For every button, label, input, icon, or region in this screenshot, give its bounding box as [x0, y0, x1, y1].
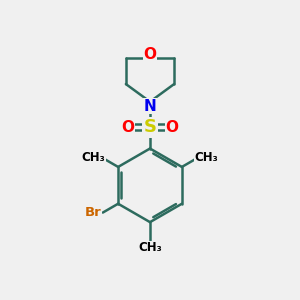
Text: S: S	[143, 118, 157, 136]
Text: CH₃: CH₃	[81, 151, 105, 164]
Text: N: N	[144, 99, 156, 114]
Text: Br: Br	[85, 206, 102, 219]
Text: O: O	[143, 46, 157, 62]
Text: CH₃: CH₃	[195, 151, 219, 164]
Text: O: O	[122, 120, 135, 135]
Text: CH₃: CH₃	[138, 241, 162, 254]
Text: O: O	[165, 120, 178, 135]
